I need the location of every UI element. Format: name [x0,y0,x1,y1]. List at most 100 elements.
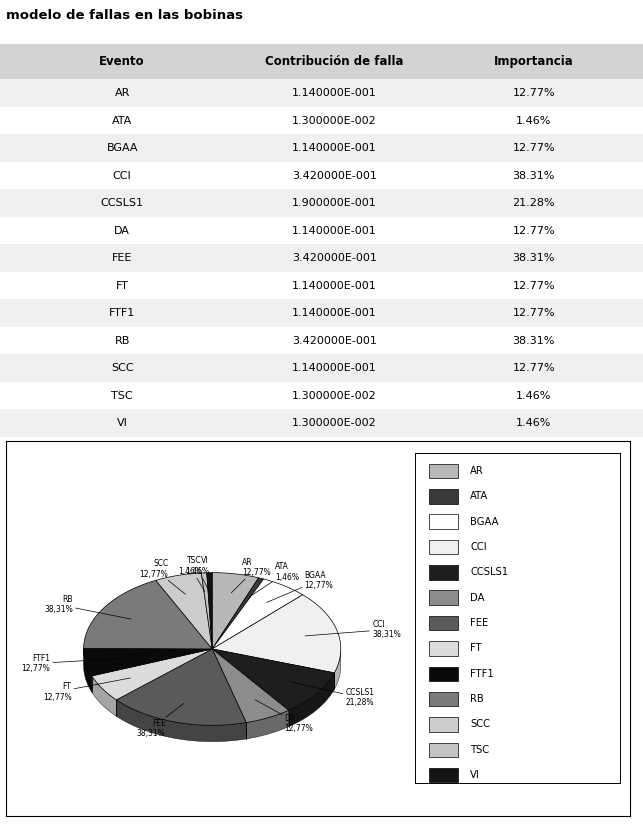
Polygon shape [116,700,246,742]
Text: 1.140000E-001: 1.140000E-001 [292,226,377,236]
Text: FEE: FEE [112,253,132,263]
Text: ATA: ATA [470,491,489,501]
Bar [429,616,458,630]
Text: VI: VI [117,418,127,428]
Text: 1.300000E-002: 1.300000E-002 [292,115,377,126]
Text: TSC
1,46%: TSC 1,46% [177,556,205,592]
Text: Importancia: Importancia [494,55,574,68]
Text: FT
12,77%: FT 12,77% [42,678,131,702]
Text: TSC: TSC [111,391,133,400]
Text: 38.31%: 38.31% [512,253,555,263]
Polygon shape [92,649,212,700]
Text: 38.31%: 38.31% [512,335,555,345]
Text: 12.77%: 12.77% [512,88,555,98]
Text: BGAA: BGAA [107,143,138,153]
Text: 12.77%: 12.77% [512,363,555,373]
Polygon shape [212,573,258,649]
Text: 12.77%: 12.77% [512,226,555,236]
Text: DA: DA [470,592,485,602]
Text: 1.140000E-001: 1.140000E-001 [292,88,377,98]
Text: BGAA
12,77%: BGAA 12,77% [267,570,333,602]
Text: 1.900000E-001: 1.900000E-001 [292,198,377,208]
Text: SCC: SCC [111,363,134,373]
Polygon shape [201,573,212,649]
Polygon shape [84,648,92,692]
Text: CCSLS1
21,28%: CCSLS1 21,28% [290,681,375,707]
Text: 1.140000E-001: 1.140000E-001 [292,363,377,373]
Text: RB: RB [470,694,484,705]
Text: FTF1: FTF1 [109,308,135,318]
Bar [0,134,643,162]
Bar [0,107,643,134]
Text: FT: FT [116,281,129,291]
Text: 1.140000E-001: 1.140000E-001 [292,143,377,153]
Bar [429,641,458,656]
Polygon shape [156,573,212,649]
Bar [429,667,458,681]
Text: FEE
38,31%: FEE 38,31% [137,704,184,738]
Polygon shape [212,595,341,673]
Text: FT: FT [470,644,482,653]
Text: AR
12,77%: AR 12,77% [231,558,271,593]
Text: 12.77%: 12.77% [512,143,555,153]
Text: 1.300000E-002: 1.300000E-002 [292,391,377,400]
Bar [0,217,643,245]
Bar [0,245,643,272]
Polygon shape [92,676,116,716]
Bar [0,382,643,410]
Text: Contribución de falla: Contribución de falla [265,55,404,68]
Bar [429,692,458,706]
Polygon shape [212,578,264,649]
Bar [0,162,643,190]
Text: VI
1,46%: VI 1,46% [185,556,209,592]
Text: 12.77%: 12.77% [512,308,555,318]
Bar [0,272,643,299]
Bar [0,79,643,107]
Polygon shape [246,710,289,739]
Bar [0,354,643,382]
Text: 3.420000E-001: 3.420000E-001 [292,253,377,263]
Polygon shape [212,649,289,723]
Text: RB
38,31%: RB 38,31% [44,595,131,619]
Text: ATA: ATA [112,115,132,126]
Polygon shape [207,573,212,649]
Polygon shape [84,648,212,676]
Polygon shape [289,673,334,727]
Text: DA
12,77%: DA 12,77% [255,700,313,733]
Text: BGAA: BGAA [470,517,499,527]
Polygon shape [84,580,212,649]
Polygon shape [116,649,246,725]
Text: CCI: CCI [113,171,132,180]
Polygon shape [334,648,341,689]
Bar [0,410,643,437]
Text: VI: VI [470,770,480,780]
Bar [429,591,458,605]
Text: FTF1: FTF1 [470,669,494,679]
Text: modelo de fallas en las bobinas: modelo de fallas en las bobinas [6,9,244,21]
Bar [0,190,643,217]
Text: 1.300000E-002: 1.300000E-002 [292,418,377,428]
Bar [429,514,458,529]
Text: 3.420000E-001: 3.420000E-001 [292,171,377,180]
Text: AR: AR [114,88,130,98]
Text: AR: AR [470,466,484,476]
Bar [0,44,643,79]
Bar [0,327,643,354]
Text: 1.140000E-001: 1.140000E-001 [292,281,377,291]
Text: 1.140000E-001: 1.140000E-001 [292,308,377,318]
Text: RB: RB [114,335,130,345]
Bar [429,717,458,732]
Bar [429,565,458,579]
Bar [429,540,458,555]
Text: DA: DA [114,226,130,236]
Text: 1.46%: 1.46% [516,418,552,428]
Bar [429,489,458,503]
Bar [429,768,458,783]
Text: 38.31%: 38.31% [512,171,555,180]
Text: 1.46%: 1.46% [516,391,552,400]
Text: Evento: Evento [100,55,145,68]
Polygon shape [212,579,303,649]
Text: 21.28%: 21.28% [512,198,555,208]
Text: CCSLS1: CCSLS1 [470,568,509,578]
Polygon shape [212,649,334,710]
